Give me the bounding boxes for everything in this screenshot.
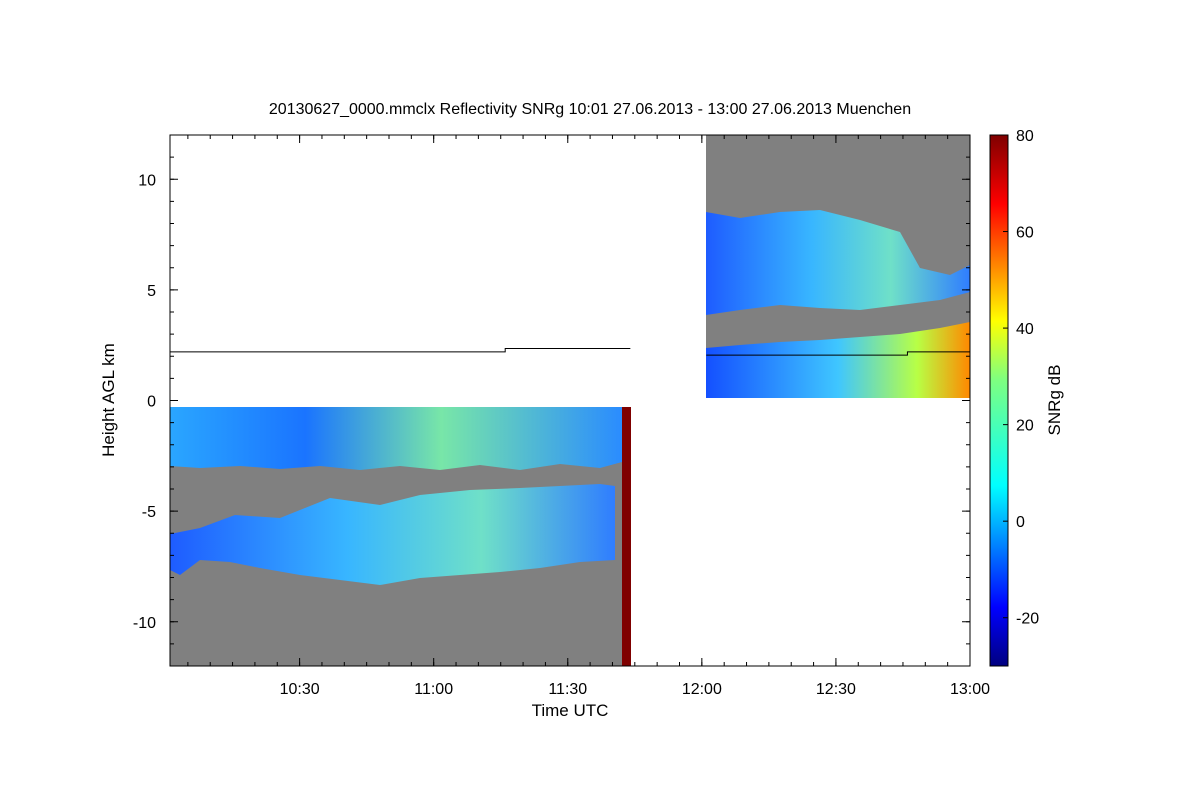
melting-line-right bbox=[706, 351, 970, 356]
x-tick-label: 11:30 bbox=[548, 681, 587, 698]
colorbar-label: SNRg dB bbox=[1045, 365, 1064, 436]
y-axis: 10 5 0 -5 -10 bbox=[133, 156, 970, 645]
cloud-layer-upper-right bbox=[706, 210, 970, 315]
colorbar-tick-label: 60 bbox=[1016, 225, 1034, 242]
plot-area bbox=[169, 134, 971, 667]
y-axis-label: Height AGL km bbox=[99, 343, 118, 457]
y-tick-label: 5 bbox=[147, 283, 156, 300]
x-axis: 10:30 11:00 11:30 12:00 12:30 13:00 bbox=[187, 135, 990, 698]
cloud-layer-lower-left bbox=[170, 484, 615, 585]
y-tick-label: 0 bbox=[147, 394, 156, 411]
colorbar-ticks: 80 60 40 20 0 -20 bbox=[1003, 128, 1039, 628]
y-tick-label: -5 bbox=[142, 504, 156, 521]
cloud-layer-upper-left bbox=[170, 407, 622, 470]
x-tick-label: 10:30 bbox=[280, 681, 320, 698]
colorbar-tick-label: 80 bbox=[1016, 128, 1034, 145]
x-tick-label: 11:00 bbox=[414, 681, 453, 698]
y-tick-label: 10 bbox=[138, 172, 156, 189]
saturated-column-left bbox=[622, 407, 631, 666]
chart-title: 20130627_0000.mmclx Reflectivity SNRg 10… bbox=[269, 101, 911, 118]
colorbar-gradient bbox=[989, 134, 1009, 667]
colorbar-tick-label: 20 bbox=[1016, 418, 1034, 435]
y-tick-label: -10 bbox=[133, 615, 156, 632]
melting-line-left bbox=[170, 348, 631, 353]
x-axis-label: Time UTC bbox=[532, 701, 609, 720]
colorbar-tick-label: 0 bbox=[1016, 514, 1025, 531]
x-tick-label: 12:30 bbox=[816, 681, 856, 698]
x-tick-label: 12:00 bbox=[682, 681, 722, 698]
x-tick-label: 13:00 bbox=[950, 681, 990, 698]
cloud-layer-lower-right bbox=[706, 322, 970, 398]
colorbar: 80 60 40 20 0 -20 SNRg dB bbox=[989, 128, 1064, 667]
colorbar-tick-label: -20 bbox=[1016, 611, 1039, 628]
colorbar-tick-label: 40 bbox=[1016, 321, 1034, 338]
